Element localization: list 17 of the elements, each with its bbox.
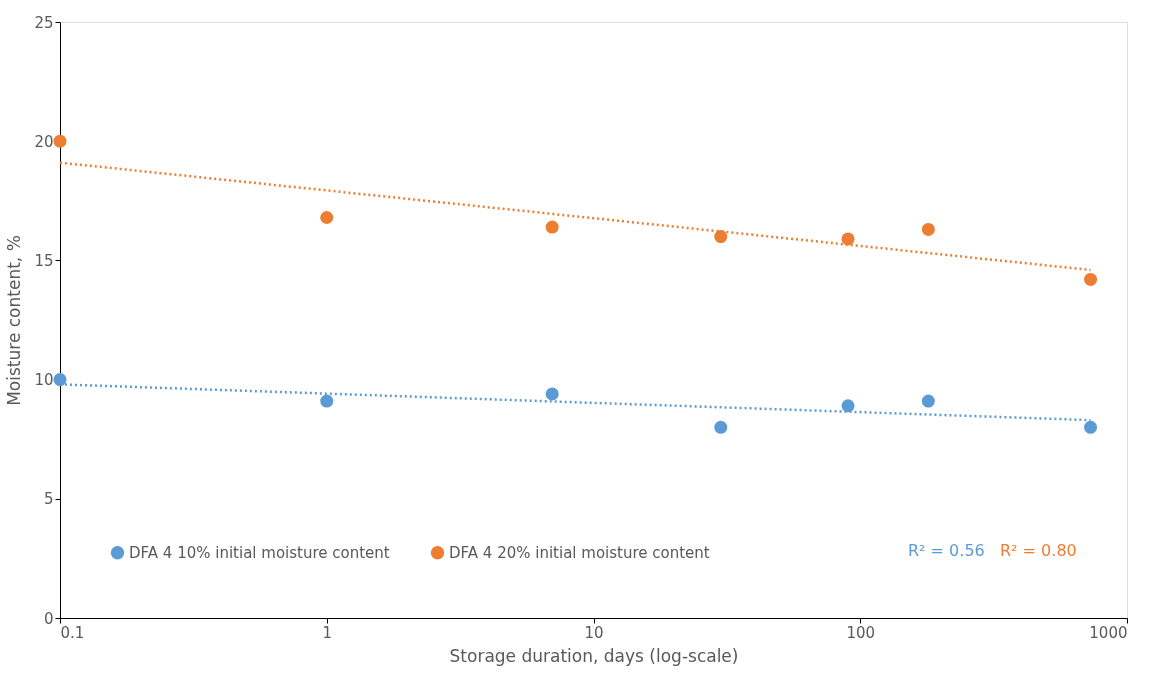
y-tick-label: 20: [34, 132, 54, 151]
x-tick-label: 10: [584, 623, 604, 642]
annotation: R² = 0.80: [1000, 541, 1077, 560]
y-axis-title: Moisture content, %: [4, 235, 25, 406]
annotation: R² = 0.56: [908, 541, 985, 560]
y-tick-label: 15: [34, 251, 54, 270]
y-tick-label: 5: [43, 490, 54, 509]
y-tick-label: 25: [34, 13, 54, 32]
x-tick-label: 1000: [1089, 623, 1128, 642]
legend-label: DFA 4 20% initial moisture content: [449, 543, 710, 562]
legend-label: DFA 4 10% initial moisture content: [129, 543, 390, 562]
x-tick-label: 1: [322, 623, 333, 642]
x-tick-label: 100: [846, 623, 876, 642]
y-tick-label: 10: [34, 371, 54, 390]
x-tick-label: 0.1: [60, 623, 85, 642]
y-tick-label: 0: [43, 609, 54, 628]
x-axis-title: Storage duration, days (log-scale): [449, 645, 739, 666]
